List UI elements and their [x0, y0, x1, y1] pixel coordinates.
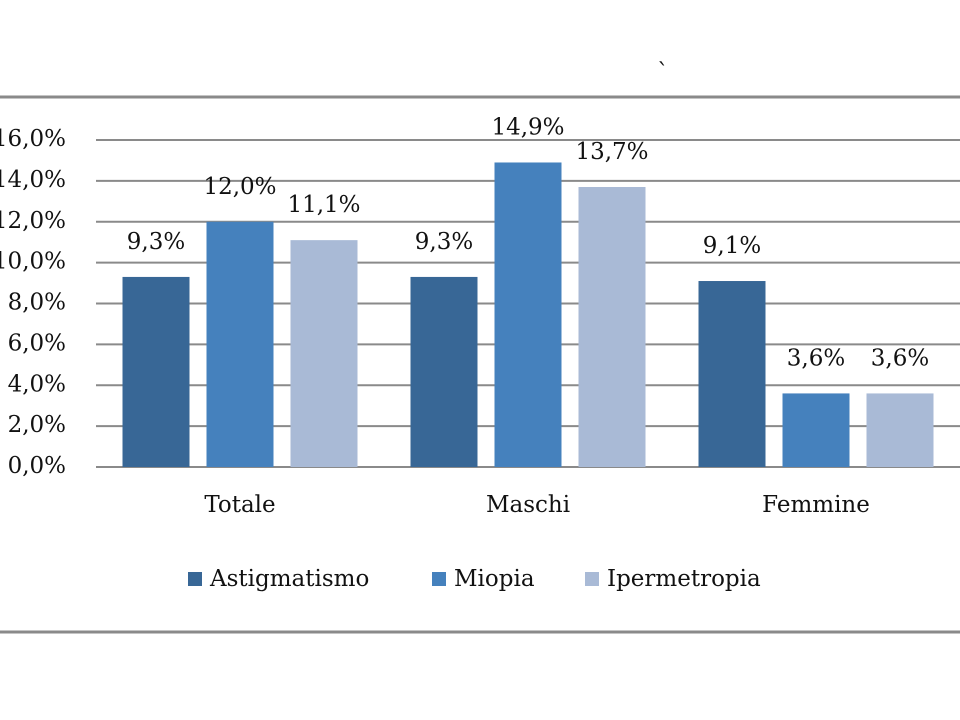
value-label: 13,7%	[575, 139, 648, 165]
bar	[578, 187, 646, 467]
y-tick-label: 10,0%	[0, 249, 66, 275]
x-tick-label: Totale	[204, 492, 275, 518]
legend-label: Astigmatismo	[209, 566, 369, 592]
legend-label: Miopia	[454, 566, 535, 592]
legend-label: Ipermetropia	[607, 566, 761, 592]
legend-swatch	[585, 572, 599, 586]
bar	[410, 276, 478, 467]
y-tick-label: 0,0%	[8, 453, 66, 479]
y-tick-label: 8,0%	[8, 290, 66, 316]
value-label: 11,1%	[287, 192, 360, 218]
bar	[494, 162, 562, 467]
y-tick-label: 2,0%	[8, 412, 66, 438]
value-label: 12,0%	[203, 174, 276, 200]
bar	[290, 240, 358, 467]
annotation: `	[657, 60, 669, 86]
value-label: 9,1%	[703, 233, 761, 259]
y-tick-label: 6,0%	[8, 330, 66, 356]
y-tick-label: 12,0%	[0, 208, 66, 234]
value-label: 9,3%	[415, 229, 473, 255]
value-label: 3,6%	[787, 345, 845, 371]
bar	[698, 281, 766, 467]
x-tick-label: Femmine	[762, 492, 870, 518]
value-label: 14,9%	[491, 114, 564, 140]
legend-swatch	[188, 572, 202, 586]
y-tick-label: 14,0%	[0, 167, 66, 193]
bar	[782, 393, 850, 467]
value-label: 9,3%	[127, 229, 185, 255]
y-tick-label: 16,0%	[0, 126, 66, 152]
legend-swatch	[432, 572, 446, 586]
bar	[866, 393, 934, 467]
y-tick-label: 4,0%	[8, 371, 66, 397]
x-tick-label: Maschi	[486, 492, 570, 518]
value-label: 3,6%	[871, 345, 929, 371]
bar	[122, 276, 190, 467]
bar	[206, 221, 274, 467]
